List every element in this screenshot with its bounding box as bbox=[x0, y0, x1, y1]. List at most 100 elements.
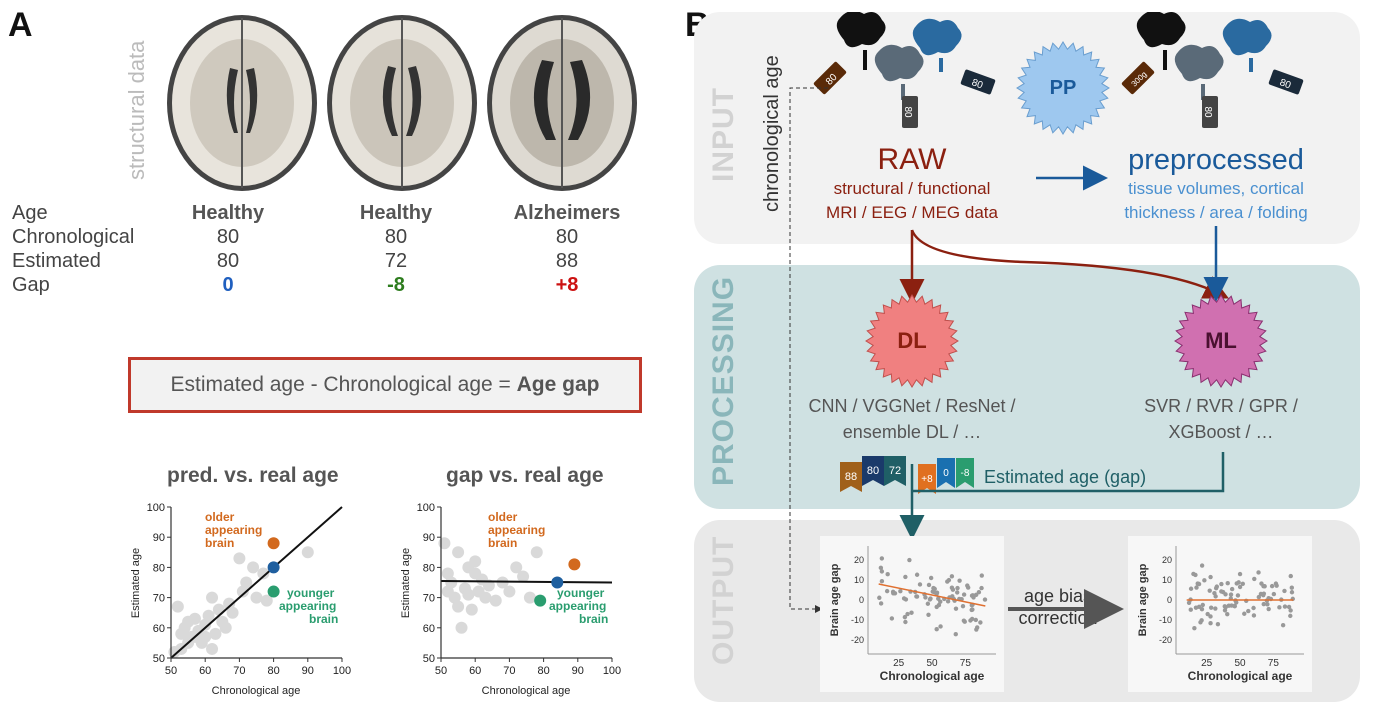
svg-text:PP: PP bbox=[1050, 77, 1077, 99]
formula-right: Age gap bbox=[516, 373, 600, 396]
data-point bbox=[969, 616, 975, 622]
estimated-alzheimers: 88 bbox=[555, 250, 579, 272]
data-point bbox=[199, 630, 212, 643]
brain-scan-alzheimers bbox=[487, 15, 637, 191]
data-point bbox=[889, 616, 895, 621]
col-header-healthy-1: Healthy bbox=[191, 202, 265, 224]
flag-gap-1: +8 bbox=[918, 464, 936, 494]
data-point bbox=[1208, 574, 1213, 580]
data-point bbox=[926, 612, 931, 617]
age-table: Age Chronological Estimated Gap Healthy … bbox=[12, 200, 632, 300]
raw-title: RAW bbox=[878, 143, 948, 176]
data-point bbox=[260, 594, 273, 607]
ylabel: Estimated age bbox=[130, 548, 142, 618]
data-point bbox=[1225, 611, 1230, 617]
data-point bbox=[1208, 605, 1214, 610]
data-point bbox=[233, 552, 246, 565]
y-tick-label: 100 bbox=[417, 502, 435, 514]
data-point bbox=[1261, 601, 1266, 607]
y-tick-label: 10 bbox=[1162, 575, 1172, 585]
data-point bbox=[209, 627, 222, 640]
flag-gap-2: 0 bbox=[937, 458, 955, 488]
data-point bbox=[979, 585, 984, 591]
data-point bbox=[1205, 611, 1210, 617]
data-point bbox=[1213, 585, 1219, 591]
data-point bbox=[879, 569, 885, 574]
row-label-age: Age bbox=[12, 202, 48, 224]
data-point bbox=[489, 594, 502, 607]
data-point bbox=[523, 591, 536, 604]
y-tick-label: 80 bbox=[423, 562, 435, 574]
data-point bbox=[1188, 607, 1193, 612]
brain-icon-blue-raw bbox=[912, 18, 962, 72]
data-point bbox=[930, 589, 935, 594]
y-tick-label: 90 bbox=[423, 532, 435, 544]
data-point bbox=[510, 561, 523, 574]
data-point bbox=[884, 588, 890, 594]
pred-vs-real-plot: 50 60 70 80 90 100 50 60 70 80 90 100 Chronological… bbox=[130, 502, 351, 697]
col-header-alzheimers: Alzheimers bbox=[513, 202, 621, 224]
data-point bbox=[973, 617, 978, 623]
data-point bbox=[917, 582, 923, 587]
data-point bbox=[188, 612, 201, 625]
data-point bbox=[957, 578, 962, 583]
data-point bbox=[953, 606, 959, 611]
chrono-healthy-2: 80 bbox=[384, 226, 408, 248]
data-point bbox=[965, 585, 971, 590]
dashed-chrono-path bbox=[789, 87, 828, 613]
data-point bbox=[979, 573, 984, 578]
data-point bbox=[953, 632, 958, 637]
flag-age-1: 88 bbox=[840, 462, 862, 492]
data-point bbox=[1282, 588, 1287, 594]
data-point bbox=[901, 596, 907, 601]
y-tick-label: 0 bbox=[859, 595, 864, 605]
brain-icon-gray-raw bbox=[874, 44, 924, 100]
data-point bbox=[1277, 605, 1282, 610]
dl-sub-2: ensemble DL / … bbox=[843, 422, 981, 442]
data-point bbox=[1237, 571, 1243, 577]
arrow-raw-to-ml bbox=[910, 229, 1229, 299]
y-tick-label: -20 bbox=[851, 635, 864, 645]
data-point bbox=[1219, 581, 1224, 587]
data-point bbox=[1265, 602, 1270, 607]
data-point bbox=[931, 585, 936, 591]
data-point bbox=[949, 574, 955, 579]
data-point bbox=[1200, 602, 1206, 608]
data-point bbox=[301, 546, 314, 559]
data-point bbox=[1286, 604, 1292, 610]
data-point bbox=[1228, 592, 1234, 597]
data-point bbox=[1289, 590, 1295, 595]
data-point bbox=[1232, 603, 1237, 609]
data-point bbox=[240, 576, 253, 589]
pre-sub-1: tissue volumes, cortical bbox=[1128, 179, 1304, 198]
col-header-healthy-2: Healthy bbox=[359, 202, 433, 224]
data-point bbox=[928, 575, 934, 581]
tag-raw-3: 80 bbox=[960, 69, 996, 95]
data-point bbox=[223, 597, 236, 610]
brain-scan-healthy-1 bbox=[167, 15, 317, 191]
data-point bbox=[1208, 620, 1213, 626]
data-point bbox=[879, 579, 885, 584]
raw-sub-2: MRI / EEG / MEG data bbox=[826, 203, 998, 222]
panel-b-graphics: 80 80 80 PP 300g 80 80 bbox=[789, 12, 1312, 692]
estimated-gap-label: Estimated age (gap) bbox=[984, 467, 1146, 487]
data-point bbox=[1186, 600, 1192, 605]
brain-scans bbox=[167, 15, 637, 191]
gap-healthy-1: 0 bbox=[222, 274, 234, 296]
older-label-3: brain bbox=[488, 536, 517, 550]
estimated-healthy-1: 80 bbox=[216, 250, 240, 272]
data-point bbox=[878, 565, 884, 571]
data-point bbox=[202, 609, 215, 622]
plot2-title: gap vs. real age bbox=[446, 464, 604, 487]
data-point bbox=[465, 603, 478, 616]
brain-icon-black-raw bbox=[836, 12, 886, 70]
data-point bbox=[902, 614, 908, 620]
brain-icon-blue-pre bbox=[1222, 18, 1272, 72]
data-point bbox=[1251, 613, 1257, 618]
svg-text:80: 80 bbox=[1202, 106, 1213, 118]
y-tick-label: -10 bbox=[851, 615, 864, 625]
data-point bbox=[1223, 604, 1228, 610]
data-point bbox=[445, 576, 458, 589]
data-point bbox=[936, 596, 941, 601]
data-point bbox=[438, 537, 451, 550]
